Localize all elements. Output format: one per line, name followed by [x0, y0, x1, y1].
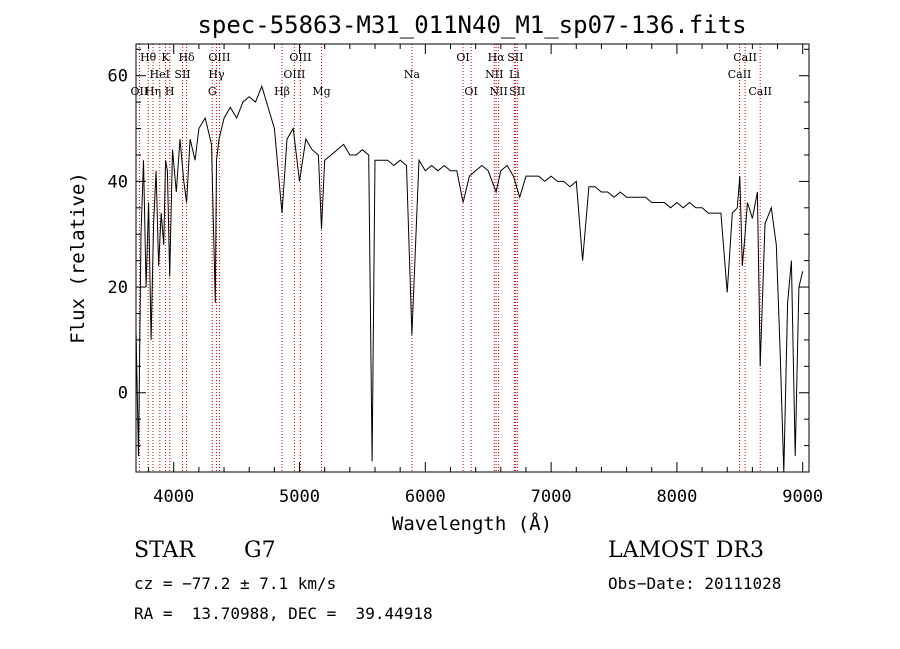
line-label: OII: [131, 85, 149, 98]
plot-frame: [135, 43, 810, 473]
line-label: OIII: [283, 68, 305, 81]
line-label: Hδ: [178, 51, 195, 64]
line-label: H: [165, 85, 175, 98]
line-label: K: [161, 51, 170, 64]
redshift-value: cz = −77.2 ± 7.1 km/s: [134, 574, 337, 593]
line-label: SII: [174, 68, 190, 81]
y-tick-label: 20: [108, 278, 128, 298]
line-label: OIII: [289, 51, 311, 64]
line-label: Hγ: [208, 68, 225, 81]
coordinates: RA = 13.70988, DEC = 39.44918: [134, 604, 433, 623]
y-tick-label: 40: [108, 172, 128, 192]
line-label: NII: [485, 68, 503, 81]
spectrum-line: [135, 84, 804, 473]
survey-label: LAMOST DR3: [608, 538, 764, 563]
line-label: OIII: [208, 51, 230, 64]
line-label: Hθ: [140, 51, 157, 64]
x-tick-label: 6000: [405, 487, 446, 507]
line-label: Na: [404, 68, 421, 81]
object-class: STAR: [134, 538, 195, 563]
y-tick-label: 60: [108, 67, 128, 87]
x-tick-label: 4000: [153, 487, 194, 507]
x-tick-label: 8000: [656, 487, 697, 507]
spectral-line-markers: [138, 44, 761, 472]
x-axis-label: Wavelength (Å): [392, 512, 552, 535]
line-label: CaII: [728, 68, 752, 81]
line-label: Mg: [312, 85, 330, 98]
object-subclass: G7: [244, 538, 276, 563]
line-label: Li: [509, 68, 520, 81]
line-label: CaII: [733, 51, 757, 64]
line-label: SII: [507, 51, 523, 64]
line-label: CaII: [748, 85, 772, 98]
x-tick-label: 7000: [531, 487, 572, 507]
y-axis: 0 20 40 60: [108, 48, 809, 447]
line-label: OI: [464, 85, 477, 98]
x-axis: 4000 5000 6000 7000 8000 9000: [148, 44, 823, 507]
x-tick-label: 5000: [279, 487, 320, 507]
line-label: G: [208, 85, 217, 98]
line-label: Hη: [145, 85, 161, 98]
line-label: NII: [490, 85, 508, 98]
y-axis-label: Flux (relative): [67, 172, 89, 344]
y-tick-label: 0: [118, 384, 128, 404]
observation-date: Obs−Date: 20111028: [608, 574, 782, 593]
line-label: OI: [456, 51, 469, 64]
line-label: Hβ: [274, 85, 290, 98]
line-label: HeI: [150, 68, 170, 81]
x-tick-label: 9000: [782, 487, 823, 507]
line-label: Hα: [488, 51, 506, 64]
chart-title: spec-55863-M31_011N40_M1_sp07-136.fits: [197, 11, 746, 39]
line-label: SII: [509, 85, 525, 98]
